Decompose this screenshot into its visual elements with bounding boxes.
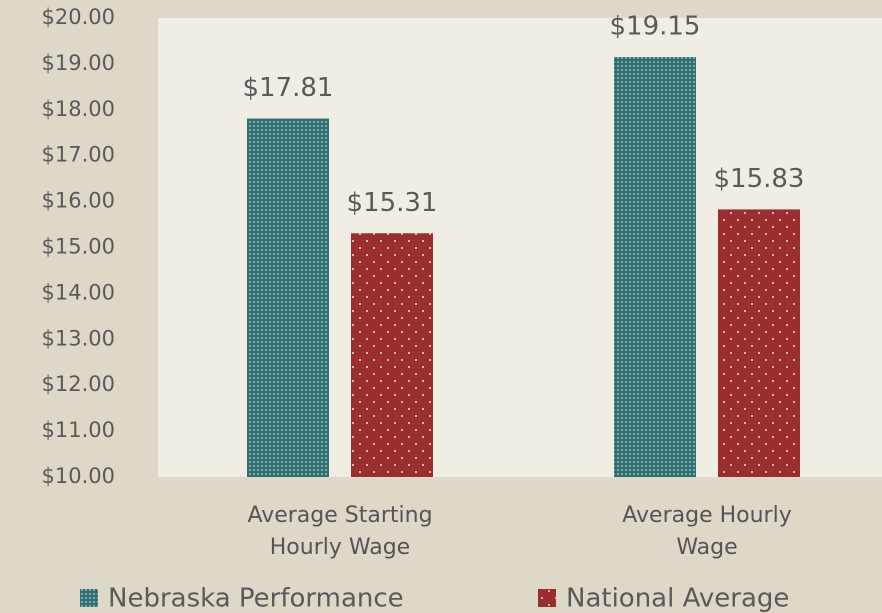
y-tick-label: $17.00 xyxy=(42,143,115,167)
legend-swatch xyxy=(80,589,98,607)
value-label: $15.83 xyxy=(714,164,805,194)
y-tick-label: $18.00 xyxy=(42,97,115,121)
y-tick-label: $11.00 xyxy=(42,418,115,442)
y-tick-label: $15.00 xyxy=(42,235,115,259)
y-tick-label: $19.00 xyxy=(42,51,115,75)
legend-swatch xyxy=(538,589,556,607)
value-label: $15.31 xyxy=(347,188,438,218)
y-tick-label: $14.00 xyxy=(42,280,115,304)
legend-label: Nebraska Performance xyxy=(108,584,404,613)
bar xyxy=(351,233,433,477)
x-tick-label: Average Starting Hourly Wage xyxy=(247,503,433,560)
y-tick-label: $12.00 xyxy=(42,372,115,396)
y-tick-label: $13.00 xyxy=(42,326,115,350)
legend-label: National Average xyxy=(566,584,789,613)
value-label: $17.81 xyxy=(243,73,334,103)
y-tick-label: $16.00 xyxy=(42,189,115,213)
bar xyxy=(247,118,329,478)
y-tick-label: $20.00 xyxy=(42,5,115,29)
bar xyxy=(718,209,800,477)
x-tick-label: Average Hourly Wage xyxy=(622,503,792,560)
y-tick-label: $10.00 xyxy=(42,464,115,488)
bar xyxy=(614,57,696,477)
value-label: $19.15 xyxy=(610,12,701,42)
